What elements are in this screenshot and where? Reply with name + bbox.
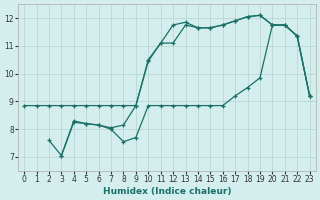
X-axis label: Humidex (Indice chaleur): Humidex (Indice chaleur) xyxy=(103,187,231,196)
